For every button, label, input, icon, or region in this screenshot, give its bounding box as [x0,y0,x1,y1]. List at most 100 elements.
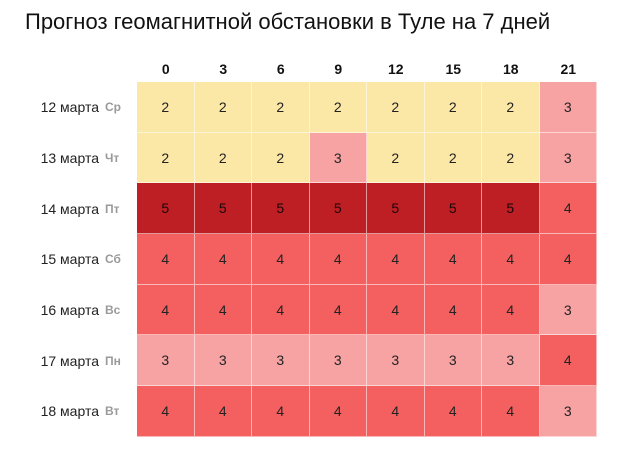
date-label: 17 марта [40,352,99,369]
kp-index-cell: 4 [309,386,367,437]
kp-index-cell: 2 [194,82,252,133]
day-label: 12 марта Ср [0,82,137,133]
kp-index-cell: 4 [482,284,540,336]
kp-index-cell: 4 [194,386,252,437]
kp-index-cell: 2 [424,132,482,184]
kp-index-cell: 3 [309,132,367,184]
kp-index-cell: 2 [367,82,425,133]
kp-index-cell: 3 [194,335,252,387]
kp-index-cell: 4 [252,284,310,336]
kp-index-cell: 3 [309,335,367,387]
kp-index-cell: 4 [424,386,482,437]
day-label: 15 марта Сб [0,234,137,285]
kp-index-cell: 3 [424,335,482,387]
date-label: 13 марта [40,150,99,167]
kp-index-cell: 3 [539,284,597,336]
kp-index-cell: 4 [482,234,540,285]
date-label: 16 марта [40,302,99,319]
hour-label: 21 [560,61,577,77]
forecast-row: 16 марта Вс 4 4 4 4 4 4 4 3 [0,284,642,336]
day-label: 14 марта Пт [0,183,137,234]
kp-index-cell: 2 [424,82,482,133]
kp-index-cell: 2 [309,82,367,133]
date-label: 14 марта [40,200,99,217]
kp-index-cell: 5 [194,183,252,235]
day-label: 13 марта Чт [0,133,137,184]
weekday-label: Ср [105,100,121,115]
day-label: 16 марта Вс [0,285,137,336]
kp-index-cell: 4 [539,183,597,235]
day-label: 18 марта Вт [0,386,137,437]
kp-index-cell: 4 [539,234,597,285]
kp-index-cell: 4 [424,284,482,336]
weekday-label: Вт [105,404,120,419]
hour-label: 12 [387,61,404,77]
date-label: 18 марта [40,403,99,420]
kp-index-cell: 4 [137,386,195,437]
forecast-row: 12 марта Ср 2 2 2 2 2 2 2 3 [0,82,642,133]
kp-index-cell: 4 [367,284,425,336]
forecast-row: 18 марта Вт 4 4 4 4 4 4 4 3 [0,386,642,437]
kp-index-cell: 5 [482,183,540,235]
kp-index-cell: 3 [539,82,597,133]
kp-index-cell: 3 [539,386,597,437]
kp-index-cell: 4 [309,284,367,336]
forecast-row: 15 марта Сб 4 4 4 4 4 4 4 4 [0,234,642,285]
kp-index-cell: 5 [252,183,310,235]
kp-index-cell: 4 [367,386,425,437]
kp-index-cell: 3 [482,335,540,387]
kp-index-cell: 5 [424,183,482,235]
weekday-label: Вс [105,303,121,318]
page-title: Прогноз геомагнитной обстановки в Туле н… [25,9,551,34]
weekday-label: Пн [105,353,121,368]
forecast-row: 14 марта Пт 5 5 5 5 5 5 5 4 [0,183,642,235]
kp-index-cell: 4 [252,234,310,285]
kp-index-cell: 3 [252,335,310,387]
kp-index-cell: 5 [309,183,367,235]
kp-index-cell: 4 [252,386,310,437]
kp-index-cell: 3 [539,132,597,184]
forecast-row: 13 марта Чт 2 2 2 3 2 2 2 3 [0,132,642,184]
weekday-label: Чт [105,151,120,166]
hour-label: 18 [502,61,519,77]
hour-label: 9 [334,61,343,77]
kp-index-cell: 2 [252,82,310,133]
hour-label: 0 [161,61,170,77]
kp-index-cell: 4 [367,234,425,285]
kp-index-cell: 4 [137,234,195,285]
kp-index-cell: 4 [194,284,252,336]
hour-header: 0 3 6 9 12 15 18 21 [137,60,597,78]
weekday-label: Пт [105,201,120,216]
kp-index-cell: 4 [309,234,367,285]
hour-label: 6 [276,61,285,77]
kp-index-cell: 2 [194,132,252,184]
date-label: 15 марта [40,251,99,268]
kp-index-cell: 2 [482,82,540,133]
kp-index-cell: 5 [137,183,195,235]
kp-index-cell: 4 [137,284,195,336]
kp-index-cell: 2 [137,132,195,184]
hour-label: 3 [219,61,228,77]
day-label: 17 марта Пн [0,335,137,386]
kp-index-cell: 2 [482,132,540,184]
kp-index-cell: 2 [252,132,310,184]
forecast-row: 17 марта Пн 3 3 3 3 3 3 3 4 [0,335,642,387]
kp-index-cell: 5 [367,183,425,235]
kp-index-cell: 2 [367,132,425,184]
kp-index-cell: 4 [482,386,540,437]
kp-index-cell: 3 [137,335,195,387]
weekday-label: Сб [105,252,121,267]
kp-index-cell: 2 [137,82,195,133]
kp-index-cell: 4 [539,335,597,387]
forecast-grid: 12 марта Ср 2 2 2 2 2 2 2 3 13 марта Чт 2 2 2 3 2 2 2 3 14 м… [0,82,642,437]
kp-index-cell: 4 [194,234,252,285]
hour-label: 15 [445,61,462,77]
kp-index-cell: 4 [424,234,482,285]
